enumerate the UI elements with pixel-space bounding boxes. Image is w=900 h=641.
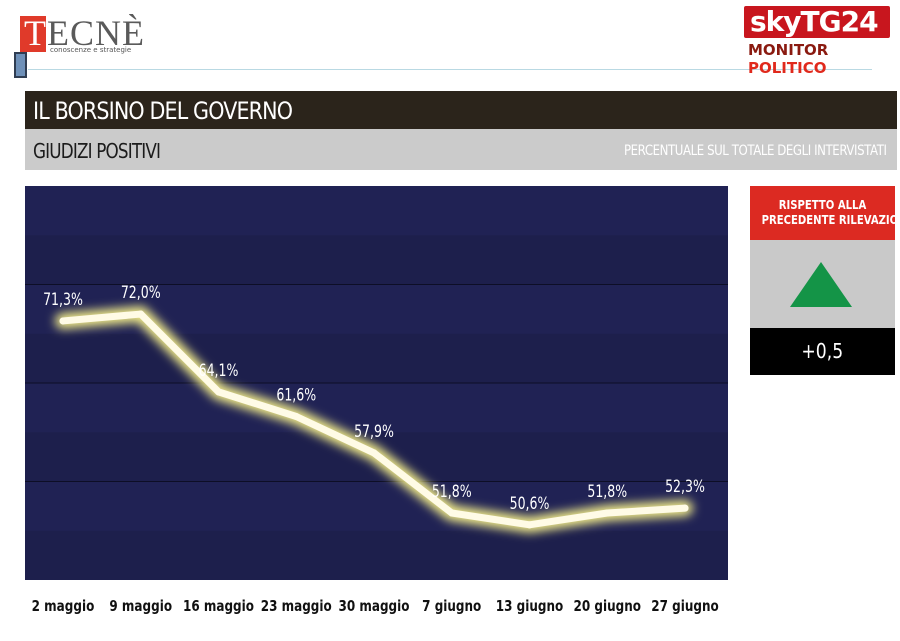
subtitle-note: PERCENTUALE SUL TOTALE DEGLI INTERVISTAT… bbox=[624, 143, 887, 159]
comparison-box: RISPETTO ALLA PRECEDENTE RILEVAZIONE +0,… bbox=[750, 186, 900, 375]
corner-mark-icon bbox=[14, 52, 27, 78]
skytg24-wordmark: skyTG24 bbox=[750, 5, 879, 38]
data-point bbox=[59, 317, 67, 325]
data-label: 72,0% bbox=[121, 283, 161, 303]
x-tick-label: 16 maggio bbox=[183, 598, 254, 616]
comparison-header: RISPETTO ALLA PRECEDENTE RILEVAZIONE bbox=[750, 186, 900, 240]
comparison-label-line2: PRECEDENTE RILEVAZIONE bbox=[761, 213, 900, 227]
subtitle-bar: GIUDIZI POSITIVI PERCENTUALE SUL TOTALE … bbox=[25, 129, 897, 170]
monitor-politico-label: MONITOR POLITICO bbox=[748, 41, 829, 77]
x-tick-label: 13 giugno bbox=[496, 598, 563, 616]
tecne-logo-box bbox=[20, 16, 46, 52]
x-tick-label: 20 giugno bbox=[574, 598, 641, 616]
page-subtitle: GIUDIZI POSITIVI bbox=[33, 139, 161, 163]
tecne-logo-wordmark: TECNÈ bbox=[24, 13, 145, 53]
header-divider bbox=[28, 69, 872, 70]
x-tick-label: 23 maggio bbox=[261, 598, 332, 616]
x-tick-label: 9 maggio bbox=[109, 598, 172, 616]
data-label: 52,3% bbox=[665, 477, 705, 497]
x-tick-label: 2 maggio bbox=[32, 598, 95, 616]
data-label: 57,9% bbox=[354, 422, 394, 442]
data-label: 61,6% bbox=[276, 385, 316, 405]
data-point bbox=[215, 388, 222, 396]
data-label: 50,6% bbox=[510, 494, 550, 514]
data-point bbox=[526, 521, 533, 529]
skytg24-logo-box bbox=[744, 6, 890, 38]
tecne-tagline: conoscenze e strategie bbox=[50, 46, 132, 54]
data-label: 71,3% bbox=[43, 290, 83, 310]
data-point bbox=[603, 509, 611, 517]
title-bar: IL BORSINO DEL GOVERNO bbox=[25, 91, 897, 129]
comparison-label-line1: RISPETTO ALLA bbox=[778, 198, 867, 212]
up-arrow-icon bbox=[790, 262, 852, 307]
tecne-logo: TECNÈ conoscenze e strategie bbox=[18, 12, 144, 60]
x-tick-label: 7 giugno bbox=[422, 598, 481, 616]
page-title: IL BORSINO DEL GOVERNO bbox=[33, 97, 293, 125]
plot-band bbox=[25, 235, 728, 285]
data-label: 51,8% bbox=[587, 482, 627, 502]
data-point bbox=[137, 310, 145, 318]
comparison-delta: +0,5 bbox=[801, 339, 844, 363]
x-tick-label: 27 giugno bbox=[651, 598, 718, 616]
data-point bbox=[370, 449, 378, 457]
x-tick-label: 30 maggio bbox=[339, 598, 410, 616]
plot-band bbox=[25, 530, 728, 580]
data-point bbox=[681, 504, 689, 512]
skytg24-logo: skyTG24 MONITOR POLITICO bbox=[744, 5, 890, 77]
data-label: 64,1% bbox=[199, 361, 239, 381]
data-point bbox=[292, 412, 300, 420]
plot-band bbox=[25, 333, 728, 383]
comparison-indicator bbox=[750, 240, 895, 328]
data-label: 51,8% bbox=[432, 482, 472, 502]
comparison-delta-box: +0,5 bbox=[750, 328, 895, 375]
data-point bbox=[448, 509, 456, 517]
